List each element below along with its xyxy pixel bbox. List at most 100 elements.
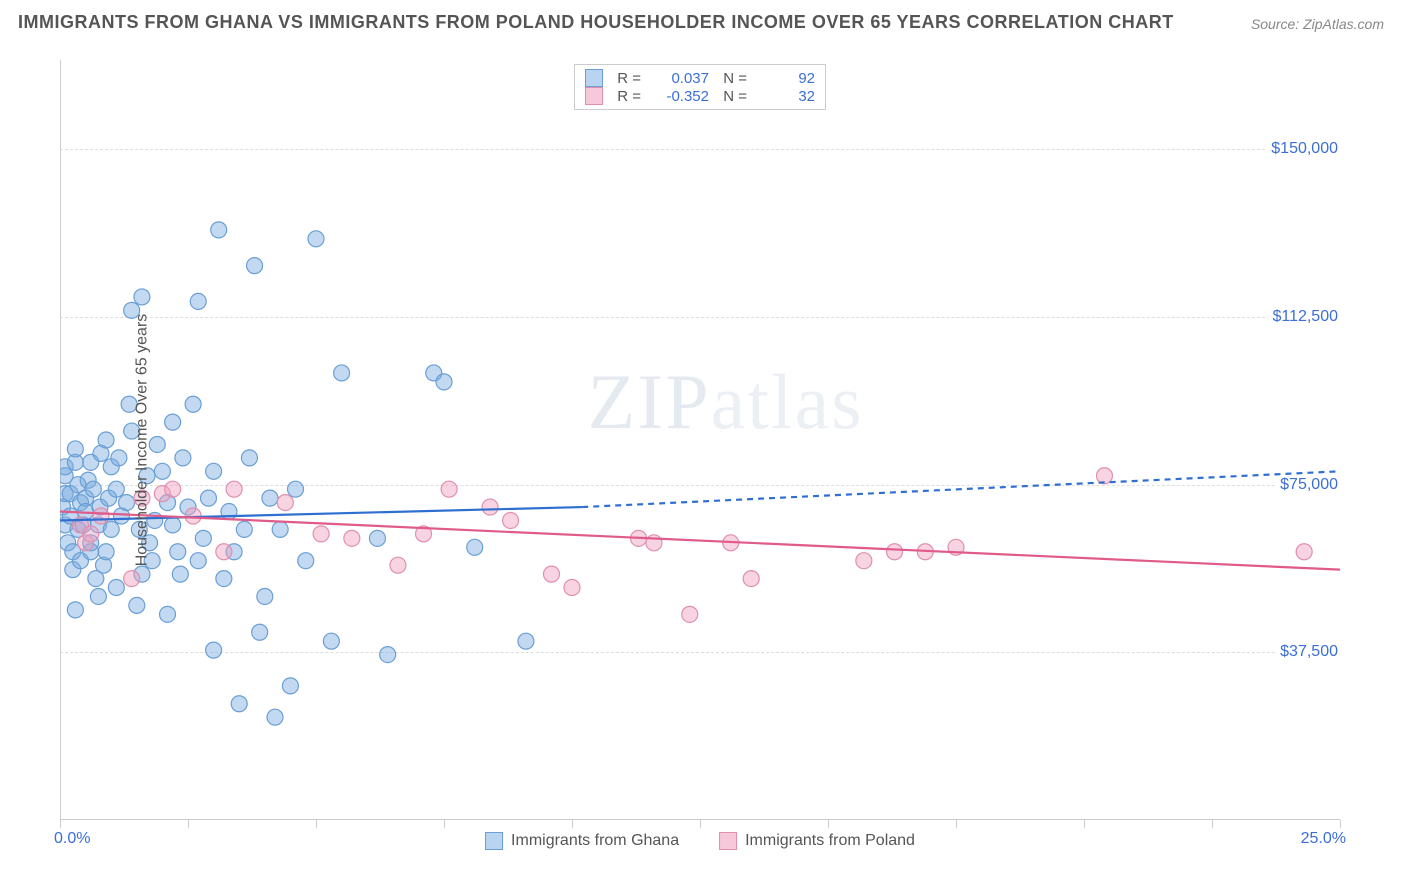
- data-point: [308, 231, 324, 247]
- data-point: [165, 517, 181, 533]
- data-point: [98, 544, 114, 560]
- data-point: [190, 293, 206, 309]
- data-point: [170, 544, 186, 560]
- data-point: [564, 580, 580, 596]
- data-point: [272, 521, 288, 537]
- trend-line-extrapolated: [582, 471, 1340, 507]
- data-point: [149, 436, 165, 452]
- data-point: [282, 678, 298, 694]
- data-point: [90, 588, 106, 604]
- data-point: [129, 597, 145, 613]
- data-point: [334, 365, 350, 381]
- data-point: [323, 633, 339, 649]
- x-tick: [1084, 820, 1085, 828]
- legend-item-ghana: Immigrants from Ghana: [485, 832, 679, 850]
- data-point: [482, 499, 498, 515]
- x-max-label: 25.0%: [1301, 830, 1346, 848]
- data-point: [262, 490, 278, 506]
- data-point: [436, 374, 452, 390]
- data-point: [108, 481, 124, 497]
- data-point: [200, 490, 216, 506]
- legend-item-poland: Immigrants from Poland: [719, 832, 915, 850]
- data-point: [190, 553, 206, 569]
- data-point: [503, 512, 519, 528]
- data-point: [241, 450, 257, 466]
- stats-row-ghana: R = 0.037 N = 92: [585, 69, 815, 87]
- swatch-ghana: [585, 69, 603, 87]
- x-tick: [1340, 820, 1341, 828]
- data-point: [231, 696, 247, 712]
- data-point: [154, 463, 170, 479]
- swatch-poland: [585, 87, 603, 105]
- data-point: [103, 521, 119, 537]
- legend-bottom: Immigrants from Ghana Immigrants from Po…: [485, 832, 915, 850]
- n-value-poland: 32: [755, 88, 815, 105]
- data-point: [165, 481, 181, 497]
- data-point: [467, 539, 483, 555]
- data-point: [119, 495, 135, 511]
- data-point: [67, 441, 83, 457]
- data-point: [175, 450, 191, 466]
- x-min-label: 0.0%: [54, 830, 90, 848]
- data-point: [441, 481, 457, 497]
- swatch-poland-icon: [719, 832, 737, 850]
- data-point: [226, 481, 242, 497]
- data-point: [206, 463, 222, 479]
- stats-row-poland: R = -0.352 N = 32: [585, 87, 815, 105]
- x-tick: [444, 820, 445, 828]
- x-tick: [956, 820, 957, 828]
- data-point: [216, 571, 232, 587]
- x-tick: [1212, 820, 1213, 828]
- trend-line: [60, 512, 1340, 570]
- legend-label-poland: Immigrants from Poland: [745, 832, 915, 850]
- data-point: [85, 481, 101, 497]
- data-point: [93, 508, 109, 524]
- data-point: [369, 530, 385, 546]
- correlation-chart: $37,500$75,000$112,500$150,000 ZIPatlas …: [60, 60, 1340, 820]
- data-point: [247, 258, 263, 274]
- n-label: N =: [717, 88, 747, 105]
- x-tick: [700, 820, 701, 828]
- data-point: [216, 544, 232, 560]
- data-point: [124, 571, 140, 587]
- r-value-ghana: 0.037: [649, 70, 709, 87]
- data-point: [98, 432, 114, 448]
- data-point: [298, 553, 314, 569]
- data-point: [160, 606, 176, 622]
- source-attribution: Source: ZipAtlas.com: [1251, 16, 1384, 32]
- r-label: R =: [611, 70, 641, 87]
- swatch-ghana-icon: [485, 832, 503, 850]
- data-point: [277, 495, 293, 511]
- data-point: [544, 566, 560, 582]
- data-point: [185, 396, 201, 412]
- r-value-poland: -0.352: [649, 88, 709, 105]
- data-point: [67, 602, 83, 618]
- data-point: [288, 481, 304, 497]
- data-point: [165, 414, 181, 430]
- y-axis-label: Householder Income Over 65 years: [133, 314, 151, 567]
- x-tick: [828, 820, 829, 828]
- data-point: [195, 530, 211, 546]
- data-point: [380, 647, 396, 663]
- data-point: [111, 450, 127, 466]
- plot-svg: [60, 60, 1340, 820]
- data-point: [134, 289, 150, 305]
- data-point: [518, 633, 534, 649]
- legend-label-ghana: Immigrants from Ghana: [511, 832, 679, 850]
- data-point: [108, 580, 124, 596]
- n-label: N =: [717, 70, 747, 87]
- x-tick: [188, 820, 189, 828]
- n-value-ghana: 92: [755, 70, 815, 87]
- data-point: [390, 557, 406, 573]
- data-point: [206, 642, 222, 658]
- data-point: [257, 588, 273, 604]
- x-tick: [572, 820, 573, 828]
- x-tick: [60, 820, 61, 828]
- r-label: R =: [611, 88, 641, 105]
- data-point: [172, 566, 188, 582]
- data-point: [83, 526, 99, 542]
- data-point: [887, 544, 903, 560]
- data-point: [743, 571, 759, 587]
- data-point: [1296, 544, 1312, 560]
- x-tick: [316, 820, 317, 828]
